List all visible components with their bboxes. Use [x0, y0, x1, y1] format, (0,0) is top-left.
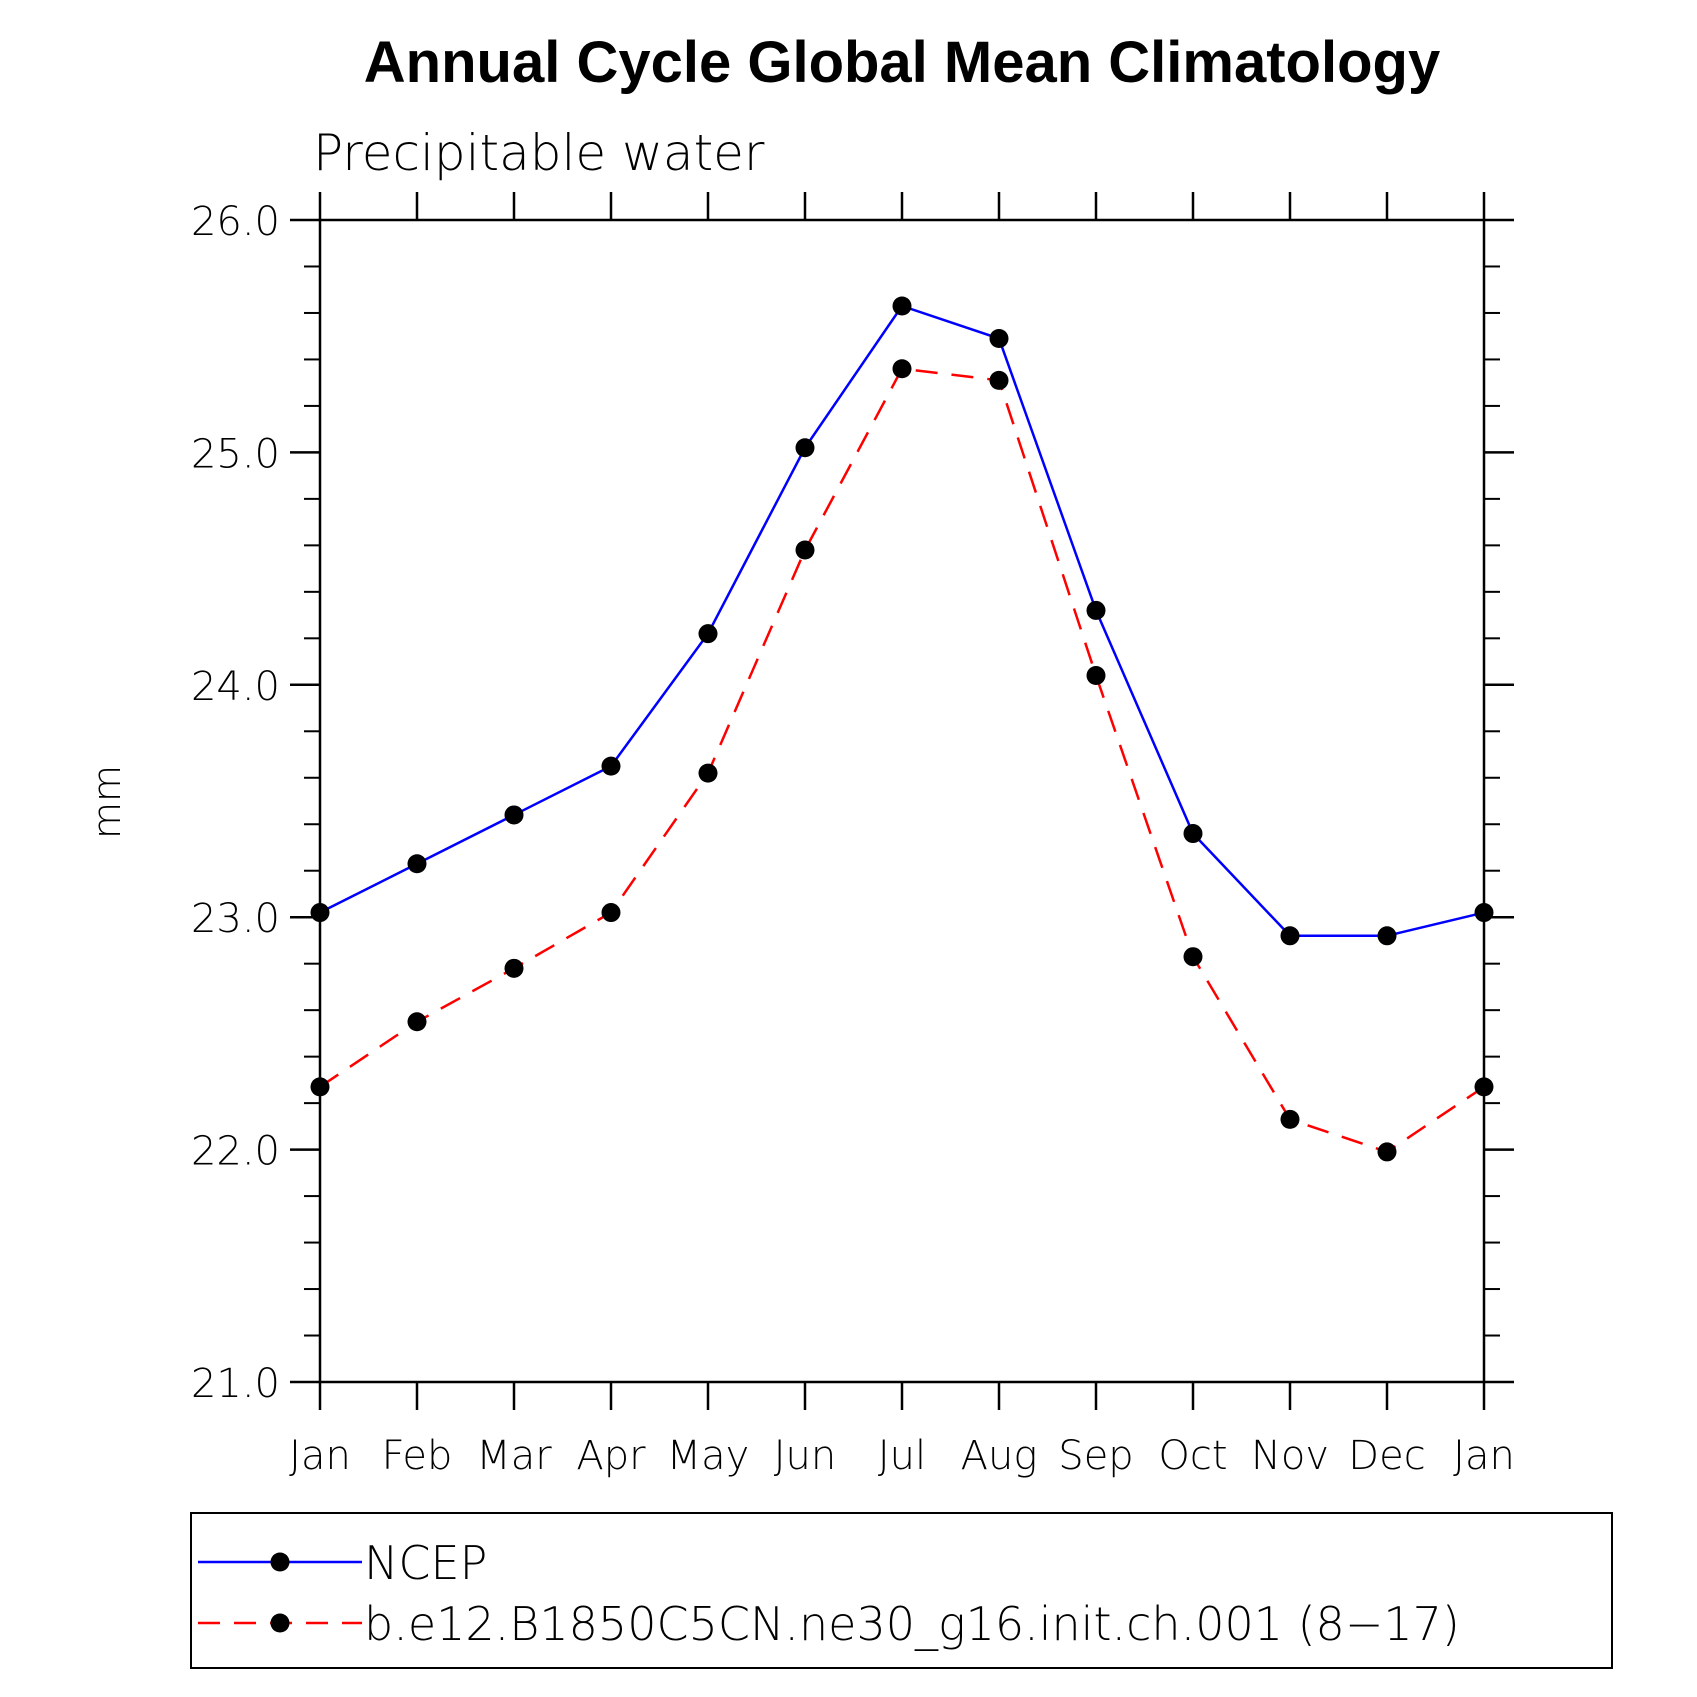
data-point — [1474, 903, 1494, 923]
data-point — [601, 903, 621, 923]
y-tick-label: 25.0 — [191, 431, 280, 477]
data-point — [795, 438, 815, 458]
series-0 — [310, 296, 1494, 946]
x-tick-label: May — [667, 1433, 750, 1479]
data-point — [1183, 947, 1203, 967]
chart-subtitle: Precipitable water — [313, 124, 765, 182]
x-tick-label: Sep — [1058, 1433, 1133, 1479]
series-line — [319, 367, 1485, 1154]
y-tick-label: 24.0 — [191, 664, 280, 710]
data-point — [892, 359, 912, 379]
x-tick-label: Jan — [1453, 1433, 1515, 1479]
legend-marker-0 — [270, 1552, 290, 1572]
legend-label-1: b.e12.B1850C5CN.ne30_g16.init.ch.001 (8−… — [364, 1597, 1460, 1651]
x-tick-label: Mar — [476, 1433, 552, 1479]
series-line — [319, 304, 1485, 938]
data-point — [698, 763, 718, 783]
data-point — [1086, 666, 1106, 686]
legend-marker-1 — [270, 1613, 290, 1633]
x-tick-label: Nov — [1251, 1433, 1329, 1479]
data-point — [892, 296, 912, 316]
data-point — [407, 1012, 427, 1032]
x-tick-label: Feb — [382, 1433, 453, 1479]
x-tick-label: Aug — [961, 1433, 1038, 1479]
x-tick-label: Apr — [576, 1433, 646, 1479]
x-tick-label: Oct — [1158, 1433, 1227, 1479]
data-point — [1377, 1142, 1397, 1162]
data-point — [1183, 824, 1203, 844]
data-point — [310, 1077, 330, 1097]
data-point — [407, 854, 427, 874]
x-tick-label: Dec — [1348, 1433, 1425, 1479]
data-point — [795, 540, 815, 560]
legend-label-0: NCEP — [364, 1536, 487, 1590]
series-group — [310, 296, 1494, 1162]
data-point — [1280, 1109, 1300, 1129]
y-axis-label: mm — [85, 765, 129, 839]
data-point — [1377, 926, 1397, 946]
x-tick-label: Jun — [774, 1433, 837, 1479]
y-tick-label: 26.0 — [191, 199, 280, 245]
data-point — [698, 624, 718, 644]
axes: 21.0 22.0 23.0 24.0 25.0 26.0 Jan Feb Mar Apr May J… — [191, 192, 1515, 1479]
data-point — [989, 329, 1009, 349]
y-tick-label: 21.0 — [191, 1361, 280, 1407]
data-point — [310, 903, 330, 923]
x-tick-label: Jan — [289, 1433, 351, 1479]
y-tick-label: 23.0 — [191, 896, 280, 942]
data-point — [1280, 926, 1300, 946]
data-point — [601, 756, 621, 776]
chart-title: Annual Cycle Global Mean Climatology — [364, 30, 1440, 95]
x-tick-label: Jul — [878, 1433, 926, 1479]
data-point — [1474, 1077, 1494, 1097]
plot-frame — [318, 218, 1486, 1384]
data-point — [504, 958, 524, 978]
series-1 — [310, 359, 1494, 1162]
data-point — [1086, 600, 1106, 620]
legend-box — [190, 1512, 1613, 1669]
data-point — [989, 370, 1009, 390]
y-tick-label: 22.0 — [191, 1129, 280, 1175]
legend: NCEP b.e12.B1850C5CN.ne30_g16.init.ch.001… — [190, 1512, 1613, 1669]
data-point — [504, 805, 524, 825]
